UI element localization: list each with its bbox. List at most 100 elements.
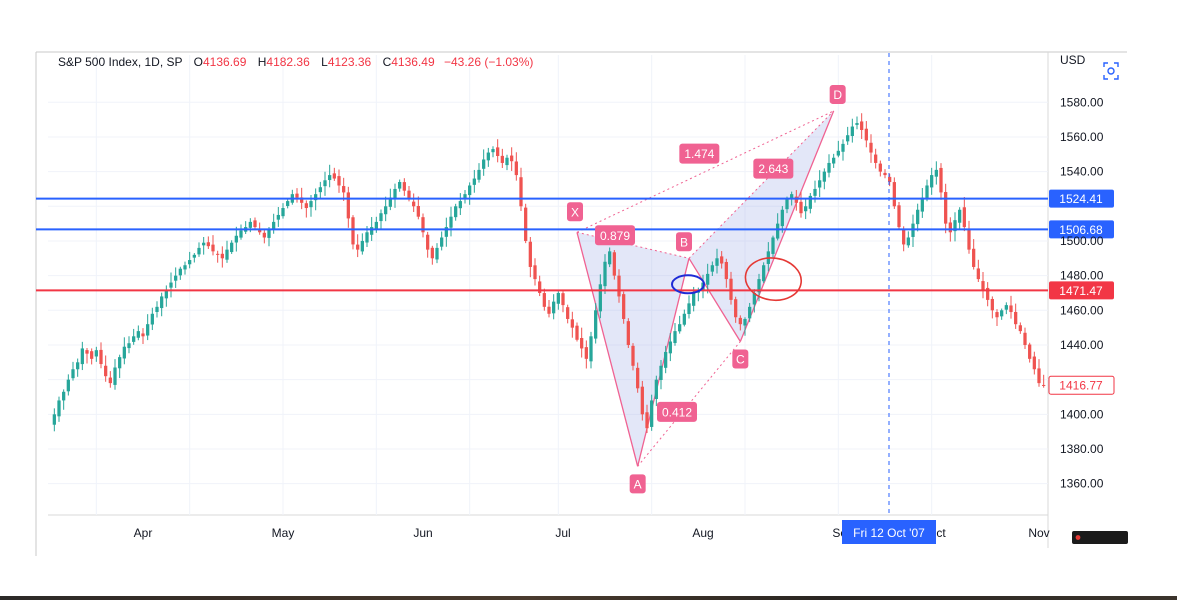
candle-body — [76, 362, 80, 370]
candle-body — [1018, 325, 1022, 332]
candle-body — [804, 206, 808, 212]
candle-body — [986, 287, 990, 300]
y-tick-label: 1540.00 — [1060, 165, 1104, 179]
candle-body — [808, 195, 812, 209]
candle-body — [584, 347, 588, 359]
candle-body — [715, 258, 719, 266]
candle-body — [916, 209, 920, 225]
candle-body — [710, 265, 714, 272]
candle-body — [892, 182, 896, 207]
y-tick-label: 1560.00 — [1060, 130, 1104, 144]
pattern-point-label: A — [634, 477, 642, 491]
candle-body — [211, 244, 215, 252]
candle-body — [314, 194, 318, 201]
price-line-tag — [1049, 281, 1114, 300]
candle-body — [729, 278, 733, 300]
candle-body — [318, 187, 322, 193]
candle-body — [785, 199, 789, 210]
candle-body — [160, 296, 164, 309]
candle-body — [370, 227, 374, 235]
ratio-tag — [679, 143, 720, 164]
candles — [52, 113, 1046, 434]
candle-body — [874, 154, 878, 163]
candle-body — [920, 197, 924, 212]
candle-body — [962, 207, 966, 228]
candle-body — [491, 149, 495, 153]
candle-body — [678, 324, 682, 332]
y-tick-label: 1440.00 — [1060, 338, 1104, 352]
candle-body — [85, 350, 89, 354]
candle-body — [776, 223, 780, 239]
candle-body — [636, 367, 640, 389]
candle-body — [332, 173, 336, 179]
candle-body — [939, 167, 943, 193]
x-tick-label: Nov — [1028, 526, 1049, 540]
candle-body — [1028, 344, 1032, 359]
candle-body — [449, 216, 453, 228]
candle-body — [566, 307, 570, 319]
candle-body — [384, 206, 388, 215]
candle-body — [202, 242, 206, 246]
candle-body — [640, 386, 644, 415]
taskbar-strip — [0, 596, 1177, 600]
candle-body — [1000, 310, 1004, 317]
candle-body — [794, 196, 798, 203]
candle-body — [682, 313, 686, 325]
candle-body — [122, 346, 126, 359]
candle-body — [388, 197, 392, 207]
candle-body — [374, 221, 378, 230]
candle-body — [206, 242, 210, 247]
ratio-label: 1.474 — [684, 147, 714, 161]
candle-body — [995, 312, 999, 318]
candle-body — [706, 273, 710, 285]
candle-body — [1037, 368, 1041, 384]
candle-body — [976, 268, 980, 280]
candle-body — [822, 171, 826, 182]
candle-body — [575, 325, 579, 340]
candle-body — [869, 142, 873, 153]
candle-body — [836, 150, 840, 156]
price-line-label: 1471.47 — [1059, 284, 1103, 298]
candle-body — [538, 281, 542, 293]
pattern-triangle-bcd — [689, 110, 834, 342]
candle-body — [402, 182, 406, 191]
legend-symbol: S&P 500 Index, 1D, SP — [58, 55, 183, 69]
candle-body — [519, 177, 523, 207]
pattern-leg — [576, 232, 639, 467]
hand-drawn-red-circle — [744, 257, 803, 302]
pattern-leg — [688, 257, 741, 342]
candle-body — [1042, 384, 1046, 386]
time-axis: AprMayJunJulAugSepOctNovFri 12 Oct '07 — [134, 53, 1050, 544]
pattern-point-tag — [676, 232, 692, 252]
candle-body — [818, 180, 822, 188]
candle-body — [183, 265, 187, 270]
candle-body — [762, 265, 766, 282]
candle-body — [692, 292, 696, 306]
y-tick-label: 1500.00 — [1060, 234, 1104, 248]
price-line-tag — [1049, 189, 1114, 208]
candle-body — [888, 176, 892, 183]
candle-body — [132, 336, 136, 342]
candle-body — [472, 178, 476, 185]
candle-body — [687, 303, 691, 315]
candle-body — [846, 135, 850, 142]
candle-body — [351, 217, 355, 245]
x-tick-label: Aug — [692, 526, 713, 540]
screenshot-icon[interactable] — [1102, 62, 1120, 80]
candle-body — [463, 194, 467, 199]
candle-body — [174, 275, 178, 281]
candle-body — [589, 336, 593, 362]
pattern-point-label: B — [680, 235, 688, 249]
legend-change: −43.26 (−1.03%) — [444, 55, 533, 69]
candle-body — [855, 123, 859, 125]
legend-high: 4182.36 — [266, 55, 310, 69]
candle-body — [1009, 305, 1013, 313]
candle-body — [328, 175, 332, 181]
candle-body — [304, 203, 308, 209]
candle-body — [659, 365, 663, 381]
candle-body — [748, 306, 752, 319]
candle-body — [486, 152, 490, 161]
candle-body — [104, 365, 108, 377]
ratio-label: 0.879 — [600, 229, 630, 243]
